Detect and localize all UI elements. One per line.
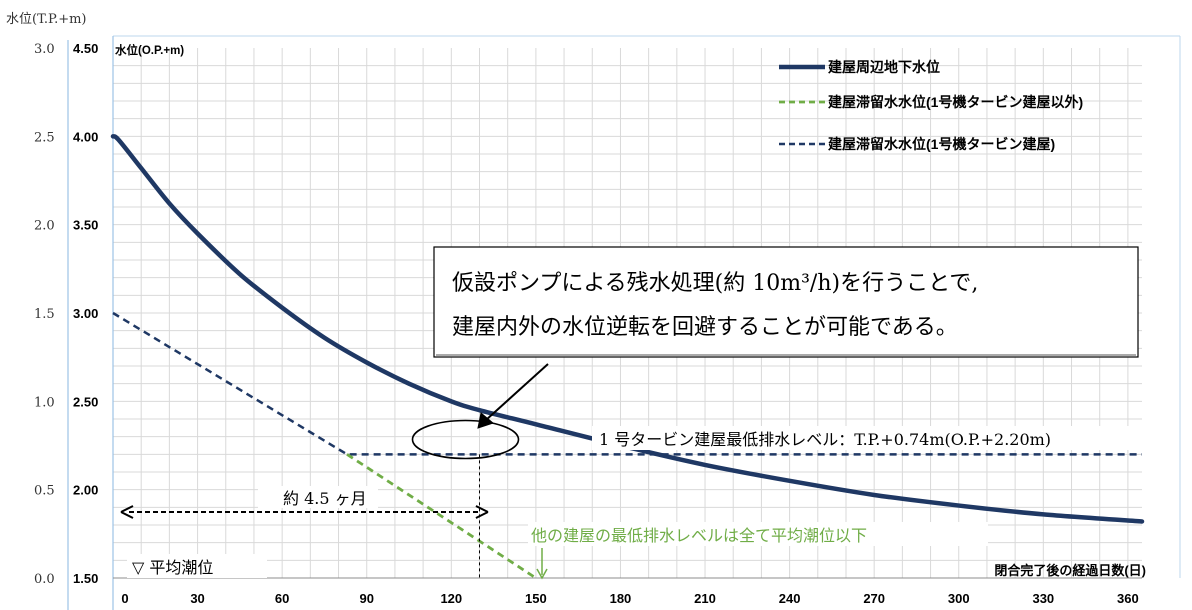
y-axis-title-tp: 水位(T.P.+m) [6,12,87,27]
y-tick-tp: 3.0 [34,42,55,57]
y-tick-tp: 2.0 [34,219,55,234]
x-tick: 90 [359,591,373,606]
other-note-bg [528,522,988,546]
annotations: 約 4.5 ヶ月 1 号タービン建屋最低排水レベル：T.P.+0.74m(O.P.… [120,246,1172,580]
callout-line-1: 仮設ポンプによる残水処理(約 10m³/h)を行うことで, [452,271,978,296]
y-tick-op: 3.50 [73,218,98,233]
y-tick-op: 4.00 [73,129,98,144]
x-tick: 270 [863,591,885,606]
y-tick-tp: 1.0 [34,395,55,410]
callout-arrow-head [477,412,495,429]
duration-arrow-left-head [120,505,134,519]
x-tick: 330 [1032,591,1054,606]
x-tick: 240 [779,591,801,606]
y-tick-op: 2.00 [73,483,98,498]
min-drain-label: 1 号タービン建屋最低排水レベル：T.P.+0.74m(O.P.+2.20m) [599,430,1051,449]
x-tick: 120 [440,591,462,606]
x-axis-title: 閉合完了後の経過日数(日) [994,563,1146,578]
y-tick-tp: 0.5 [34,484,55,499]
min-drain-label-bg [592,426,1172,450]
duration-label: 約 4.5 ヶ月 [283,489,367,508]
x-tick: 0 [121,591,128,606]
axes: 水位(T.P.+m)水位(O.P.+m)閉合完了後の経過日数(日)1.502.0… [6,12,1181,610]
y-axis-title-op: 水位(O.P.+m) [115,43,184,57]
x-tick: 30 [190,591,204,606]
y-tick-tp: 0.0 [34,572,55,587]
mean-tide-bg [127,554,267,578]
other-note-pointer-head [536,568,548,580]
x-tick: 300 [948,591,970,606]
legend-label: 建屋滞留水水位(1号機タービン建屋以外) [828,94,1083,110]
legend-label: 建屋滞留水水位(1号機タービン建屋) [828,136,1055,152]
callout-line-2: 建屋内外の水位逆転を回避することが可能である。 [452,315,958,340]
series-layer [110,134,1145,580]
x-tick: 360 [1117,591,1139,606]
callout-arrow-line [485,363,549,421]
y-tick-op: 4.50 [73,41,98,56]
series-other-buildings-line [346,453,537,580]
legend-label: 建屋周辺地下水位 [828,59,940,75]
mean-tide-label: ▽ 平均潮位 [132,558,213,577]
crossing-ellipse [411,419,520,460]
x-tick: 210 [694,591,716,606]
callout-box [433,246,1139,358]
other-buildings-note: 他の建屋の最低排水レベルは全て平均潮位以下 [531,526,867,545]
y-tick-op: 3.00 [73,306,98,321]
series-groundwater-line [110,134,1145,524]
y-tick-tp: 1.5 [34,307,55,322]
x-tick: 150 [525,591,547,606]
duration-label-bg [258,486,378,508]
duration-arrow-right-head [475,505,489,519]
x-tick: 180 [610,591,632,606]
y-tick-op: 2.50 [73,394,98,409]
x-tick: 60 [275,591,289,606]
y-tick-op: 1.50 [73,571,98,586]
y-tick-tp: 2.5 [34,130,55,145]
